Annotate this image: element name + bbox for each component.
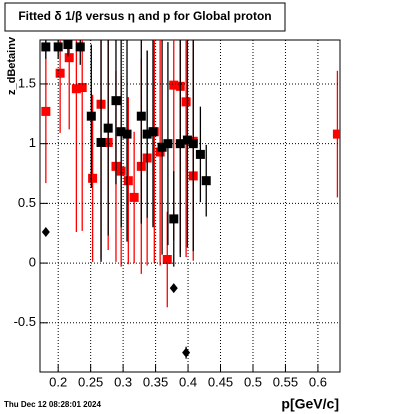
- x-tick-label: 0.35: [143, 374, 168, 389]
- x-tick-label: 0.3: [114, 374, 132, 389]
- y-tick-label: 0: [29, 255, 36, 270]
- marker: [169, 80, 179, 90]
- x-tick-label: 0.25: [78, 374, 103, 389]
- marker: [142, 129, 152, 139]
- marker: [86, 111, 96, 121]
- x-tick-label: 0.55: [273, 374, 298, 389]
- marker: [169, 283, 178, 294]
- marker: [88, 173, 98, 183]
- marker: [129, 192, 139, 202]
- y-axis-label: z_dBetainv: [6, 36, 18, 95]
- x-tick-label: 0.4: [179, 374, 197, 389]
- marker: [96, 137, 106, 147]
- marker: [63, 40, 73, 50]
- marker: [175, 139, 185, 149]
- marker: [77, 83, 87, 93]
- marker: [41, 42, 51, 52]
- x-tick-label: 0.2: [49, 374, 67, 389]
- marker: [195, 149, 205, 159]
- marker: [71, 84, 81, 94]
- marker: [123, 176, 133, 186]
- timestamp: Thu Dec 12 08:28:01 2024: [4, 400, 101, 409]
- marker: [41, 106, 51, 116]
- y-tick-label: -0.5: [14, 314, 36, 329]
- chart-title: Fitted δ 1/β versus η and p for Global p…: [18, 9, 271, 23]
- marker: [332, 129, 340, 139]
- plot-area: [41, 40, 340, 359]
- y-tick-label: 1: [29, 135, 36, 150]
- marker: [111, 96, 121, 106]
- x-tick-label: 0.6: [309, 374, 327, 389]
- marker: [103, 123, 113, 133]
- marker: [162, 255, 172, 265]
- x-tick-label: 0.5: [244, 374, 262, 389]
- marker: [41, 227, 50, 238]
- marker: [157, 142, 167, 152]
- marker: [55, 68, 65, 78]
- y-tick-label: 1.5: [18, 75, 36, 90]
- y-tick-label: 0.5: [18, 195, 36, 210]
- marker: [64, 53, 74, 63]
- marker: [75, 42, 85, 52]
- plot-frame: [39, 39, 341, 373]
- marker: [136, 111, 146, 121]
- marker: [182, 135, 192, 145]
- marker: [122, 129, 132, 139]
- marker: [181, 97, 191, 107]
- title-box: [4, 2, 286, 32]
- x-tick-label: 0.45: [208, 374, 233, 389]
- marker: [148, 127, 158, 137]
- marker: [169, 214, 179, 224]
- x-axis-label: p[GeV/c]: [281, 396, 339, 412]
- marker: [163, 139, 173, 149]
- marker: [155, 147, 165, 157]
- marker: [116, 127, 126, 137]
- marker: [201, 176, 211, 186]
